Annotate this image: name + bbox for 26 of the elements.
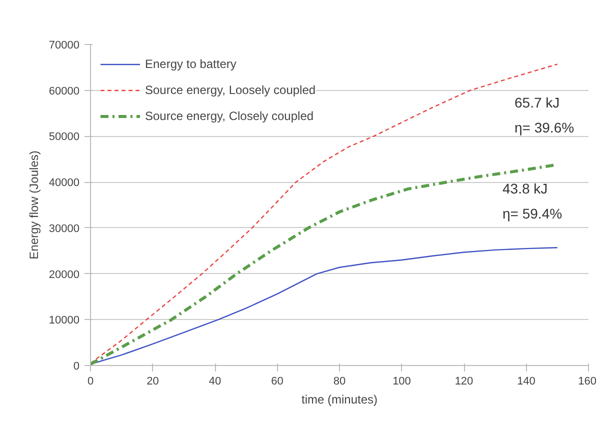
y-tick-label: 70000 xyxy=(48,40,80,52)
annotation: 43.8 kJ xyxy=(502,180,548,196)
y-tick-label: 50000 xyxy=(48,131,80,144)
y-axis-title: Energy flow (Joules) xyxy=(26,150,41,260)
legend-label: Energy to battery xyxy=(145,57,236,71)
legend-label: Source energy, Loosely coupled xyxy=(145,83,316,97)
x-tick-label: 100 xyxy=(392,376,411,388)
y-tick-label: 10000 xyxy=(48,314,80,327)
y-tick-label: 40000 xyxy=(48,177,80,190)
x-tick-label: 120 xyxy=(454,376,474,388)
legend-label: Source energy, Closely coupled xyxy=(145,109,314,123)
x-tick-label: 80 xyxy=(333,376,346,388)
x-tick-label: 20 xyxy=(146,376,159,388)
annotation: η= 39.6% xyxy=(514,120,574,136)
annotation: 65.7 kJ xyxy=(514,94,560,110)
y-tick-label: 0 xyxy=(73,360,80,372)
y-tick-label: 60000 xyxy=(48,85,80,98)
x-tick-label: 40 xyxy=(208,376,222,388)
annotation: η= 59.4% xyxy=(502,206,562,222)
x-tick-label: 160 xyxy=(578,376,597,388)
x-tick-label: 140 xyxy=(517,376,536,388)
x-axis-title: time (minutes) xyxy=(301,392,378,406)
y-tick-label: 30000 xyxy=(48,222,80,235)
y-tick-label: 20000 xyxy=(48,268,80,281)
x-tick-label: 60 xyxy=(271,376,284,388)
x-tick-label: 0 xyxy=(87,376,94,388)
